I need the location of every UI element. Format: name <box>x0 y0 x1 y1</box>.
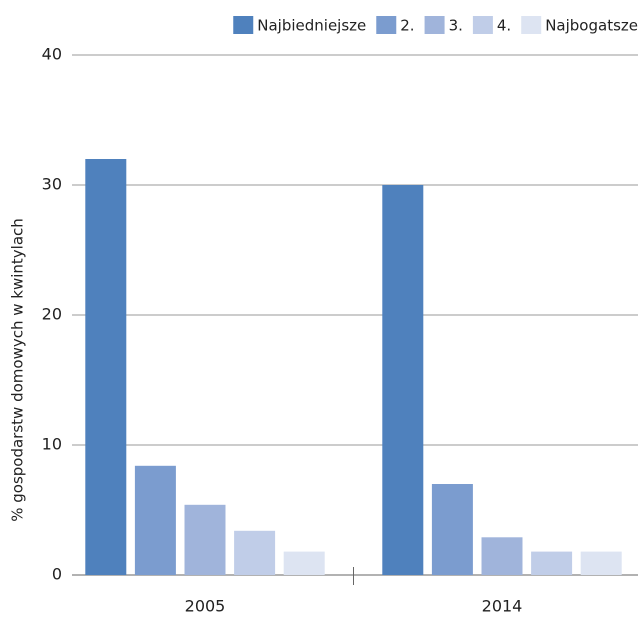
y-tick-label: 40 <box>42 45 62 64</box>
bar <box>580 551 622 575</box>
legend-label: 2. <box>400 17 414 35</box>
bar <box>382 185 424 575</box>
legend-label: Najbogatsze <box>545 17 638 35</box>
legend-label: 3. <box>449 17 463 35</box>
x-tick-label: 2005 <box>185 597 226 616</box>
y-tick-label: 10 <box>42 435 62 454</box>
legend-swatch <box>472 16 493 34</box>
legend-swatch <box>521 16 542 34</box>
bar <box>134 465 176 575</box>
bar <box>85 159 127 575</box>
bar <box>431 484 473 575</box>
y-tick-label: 0 <box>52 565 62 584</box>
legend-swatch <box>424 16 445 34</box>
y-tick-label: 20 <box>42 305 62 324</box>
legend-label: Najbiedniejsze <box>257 17 366 35</box>
legend-swatch <box>233 16 254 34</box>
bar <box>283 551 325 575</box>
x-tick-label: 2014 <box>482 597 523 616</box>
legend-swatch <box>376 16 397 34</box>
legend-label: 4. <box>497 17 511 35</box>
bar <box>481 537 523 575</box>
bar <box>234 530 276 575</box>
y-axis-label: % gospodarstw domowych w kwintylach <box>9 218 27 522</box>
y-tick-label: 30 <box>42 175 62 194</box>
bar <box>184 504 226 575</box>
bar <box>531 551 573 575</box>
